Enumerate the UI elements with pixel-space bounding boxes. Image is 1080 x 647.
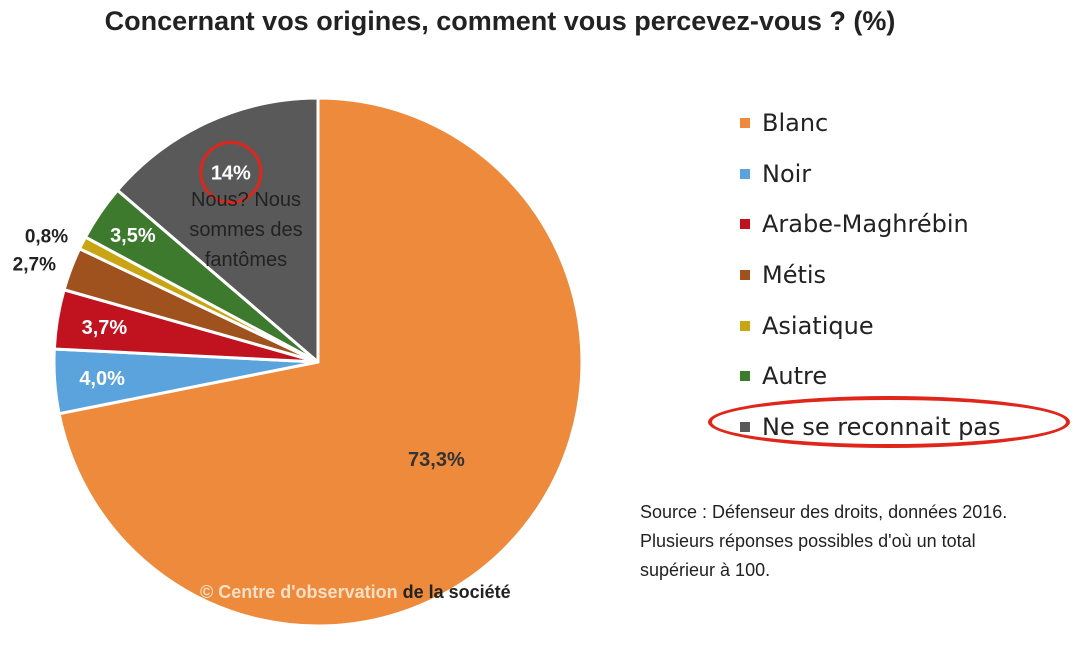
annotation-line-3: fantômes [205, 249, 287, 271]
legend-swatch [740, 118, 750, 129]
source-line-2: Plusieurs réponses possibles d'où un tot… [640, 531, 976, 551]
legend-swatch [740, 219, 750, 230]
legend-label: Blanc [762, 109, 829, 138]
pie-label-arabe-maghrebin: 3,7% [82, 317, 128, 339]
source-line-1: Source : Défenseur des droits, données 2… [640, 502, 1008, 522]
legend-highlight-ellipse [708, 396, 1070, 448]
annotation-line-1: Nous? Nous [191, 189, 301, 211]
source-line-3: supérieur à 100. [640, 560, 771, 580]
legend-label: Asiatique [762, 311, 874, 340]
legend-swatch [740, 371, 750, 382]
legend-label: Autre [762, 362, 828, 391]
pie-label-noir: 4,0% [79, 368, 125, 390]
legend-item-asiatique: Asiatique [740, 300, 1001, 351]
legend-item-metis: Métis [740, 250, 1001, 301]
legend-swatch [740, 270, 750, 281]
legend-label: Métis [762, 261, 827, 290]
pie-slices [52, 96, 584, 628]
pie-slice-blanc [57, 96, 584, 628]
legend-item-blanc: Blanc [740, 98, 1001, 149]
pie-label-ne-se-reconnait-pas: 14% [211, 163, 251, 185]
legend-item-autre: Autre [740, 351, 1001, 402]
legend-label: Arabe-Maghrébin [762, 210, 969, 239]
legend-swatch [740, 168, 750, 179]
copyright-part-1: © Centre d'observation [200, 582, 398, 602]
pie-label-asiatique: 0,8% [25, 227, 68, 248]
legend-item-noir: Noir [740, 149, 1001, 200]
copyright-notice: © Centre d'observation de la société [200, 582, 511, 603]
annotation-line-2: sommes des [189, 219, 302, 241]
legend-label: Noir [762, 159, 812, 188]
source-note: Source : Défenseur des droits, données 2… [640, 498, 1080, 585]
chart-title: Concernant vos origines, comment vous pe… [104, 6, 896, 36]
pie-labels: 73,3% 4,0% 3,7% 2,7% 0,8% 3,5% 14% [13, 163, 465, 472]
copyright-part-2: de la société [397, 582, 511, 602]
pie-label-metis: 2,7% [13, 254, 56, 275]
legend-swatch [740, 320, 750, 331]
highlight-circle [199, 141, 263, 205]
legend-item-arabe-maghrebin: Arabe-Maghrébin [740, 199, 1001, 250]
pie-label-blanc: 73,3% [408, 449, 465, 471]
pie-label-autre: 3,5% [110, 225, 156, 247]
pie-slice-ne-se-reconnait-pas [116, 96, 320, 364]
